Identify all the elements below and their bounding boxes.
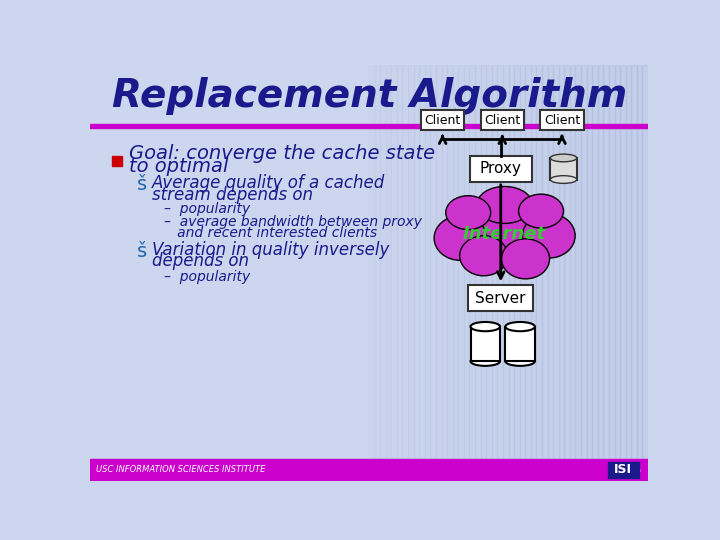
Ellipse shape — [505, 356, 535, 366]
Bar — [469, 65, 475, 481]
Bar — [425, 65, 431, 481]
Bar — [609, 65, 615, 481]
Text: Client: Client — [425, 114, 461, 127]
Text: š: š — [137, 241, 147, 261]
Text: ISI: ISI — [614, 463, 632, 476]
Bar — [564, 65, 570, 481]
Bar — [508, 65, 514, 481]
Bar — [598, 65, 603, 481]
Bar — [615, 65, 620, 481]
Bar — [464, 65, 469, 481]
Ellipse shape — [471, 204, 539, 256]
Ellipse shape — [446, 195, 490, 230]
Text: Variation in quality inversely: Variation in quality inversely — [152, 241, 390, 259]
Text: and recent interested clients: and recent interested clients — [163, 226, 377, 240]
Text: Server: Server — [475, 291, 526, 306]
Ellipse shape — [459, 236, 508, 276]
Bar — [570, 65, 575, 481]
Bar — [374, 65, 380, 481]
Text: –  popularity: – popularity — [163, 271, 250, 285]
Text: Client: Client — [484, 114, 521, 127]
Ellipse shape — [550, 154, 577, 162]
FancyBboxPatch shape — [481, 110, 524, 130]
Ellipse shape — [502, 239, 549, 279]
Text: š: š — [137, 176, 147, 194]
FancyBboxPatch shape — [468, 285, 534, 311]
Bar — [553, 65, 559, 481]
Bar — [486, 65, 492, 481]
Ellipse shape — [518, 194, 564, 228]
Bar — [542, 65, 548, 481]
Text: USC INFORMATION SCIENCES INSTITUTE: USC INFORMATION SCIENCES INSTITUTE — [96, 465, 266, 474]
Ellipse shape — [434, 215, 487, 260]
Bar — [498, 65, 503, 481]
Ellipse shape — [523, 213, 575, 258]
Bar — [520, 65, 526, 481]
Ellipse shape — [505, 322, 535, 331]
Bar — [637, 65, 642, 481]
Bar — [447, 65, 453, 481]
Bar — [436, 65, 441, 481]
Bar — [581, 65, 587, 481]
Bar — [547, 65, 553, 481]
Bar — [481, 65, 486, 481]
Bar — [380, 65, 386, 481]
Text: Replacement Algorithm: Replacement Algorithm — [112, 77, 627, 114]
Ellipse shape — [550, 176, 577, 184]
Bar — [514, 65, 520, 481]
Bar — [386, 65, 392, 481]
Bar — [369, 65, 374, 481]
Bar — [414, 65, 419, 481]
Text: Average quality of a cached: Average quality of a cached — [152, 174, 385, 192]
Bar — [575, 65, 581, 481]
Bar — [593, 65, 598, 481]
Bar — [603, 65, 609, 481]
Bar — [441, 65, 447, 481]
Bar — [531, 65, 536, 481]
Bar — [431, 65, 436, 481]
Text: Internet: Internet — [463, 225, 546, 243]
Bar — [475, 65, 481, 481]
Bar — [608, 462, 639, 477]
Bar — [453, 65, 458, 481]
FancyBboxPatch shape — [469, 156, 532, 182]
Text: –  popularity: – popularity — [163, 202, 250, 216]
Bar — [550, 158, 577, 179]
Bar — [503, 65, 508, 481]
Bar — [90, 459, 648, 481]
Text: Client: Client — [544, 114, 580, 127]
Text: to optimal: to optimal — [129, 157, 228, 176]
FancyBboxPatch shape — [540, 110, 584, 130]
Bar — [587, 65, 593, 481]
Ellipse shape — [471, 322, 500, 331]
Bar — [559, 65, 564, 481]
Ellipse shape — [471, 356, 500, 366]
Bar — [626, 65, 631, 481]
Bar — [471, 327, 500, 361]
Bar — [402, 65, 408, 481]
Bar — [392, 65, 397, 481]
Bar — [459, 65, 464, 481]
Bar — [620, 65, 626, 481]
Bar — [492, 65, 498, 481]
Text: Goal: converge the cache state: Goal: converge the cache state — [129, 144, 435, 163]
Bar — [642, 65, 648, 481]
FancyBboxPatch shape — [421, 110, 464, 130]
Text: stream depends on: stream depends on — [152, 186, 313, 204]
Text: –  average bandwidth between proxy: – average bandwidth between proxy — [163, 215, 422, 229]
Bar — [631, 65, 637, 481]
Text: Proxy: Proxy — [480, 161, 522, 176]
Bar — [419, 65, 425, 481]
Ellipse shape — [477, 186, 533, 224]
Text: 15: 15 — [624, 463, 642, 477]
Bar — [408, 65, 413, 481]
Bar — [526, 65, 531, 481]
Text: depends on: depends on — [152, 252, 249, 270]
Bar — [536, 65, 542, 481]
Bar — [112, 156, 122, 166]
Bar — [505, 327, 535, 361]
Bar — [397, 65, 402, 481]
Bar — [90, 124, 648, 128]
